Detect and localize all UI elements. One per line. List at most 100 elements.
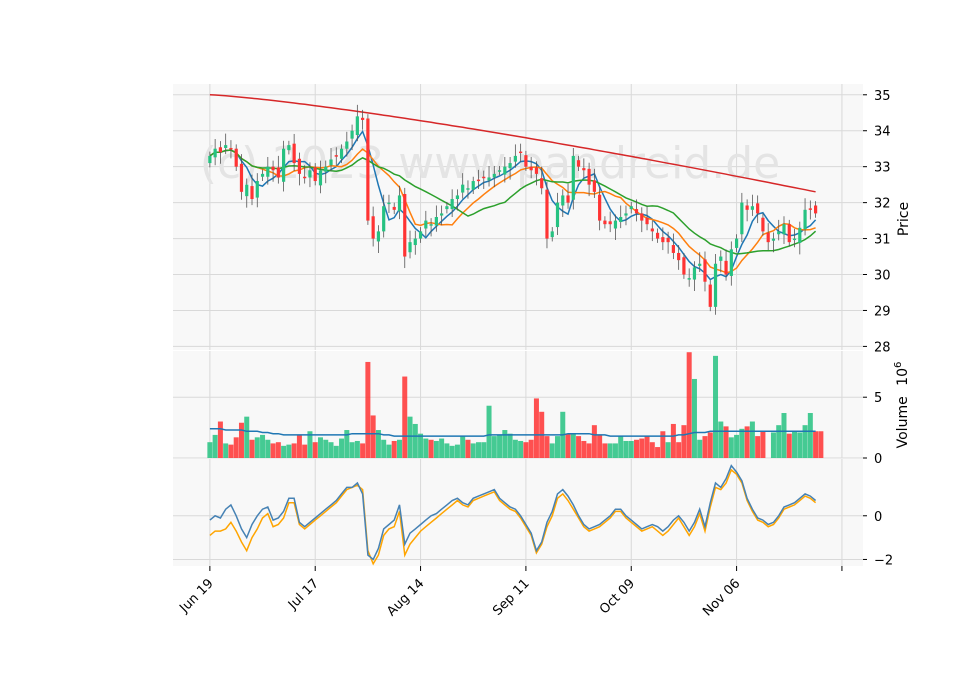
volume-bar: [586, 443, 592, 458]
volume-bar: [639, 438, 645, 458]
volume-bar: [212, 434, 218, 458]
candle-body: [461, 184, 465, 193]
volume-bar: [470, 443, 476, 458]
candle-body: [355, 116, 359, 136]
volume-bar: [433, 440, 439, 458]
candle-body: [234, 148, 238, 167]
candle-body: [524, 155, 528, 167]
volume-bar: [518, 440, 524, 458]
candle-body: [566, 195, 570, 203]
volume-bar: [328, 442, 334, 458]
volume-bar: [533, 398, 539, 458]
candle-body: [582, 168, 586, 171]
volume-bar: [228, 444, 234, 458]
candle-body: [813, 205, 818, 214]
candle-body: [245, 184, 249, 197]
ma-long-line: [209, 94, 816, 193]
candle-body: [655, 232, 660, 239]
volume-bar: [818, 431, 824, 458]
price-panel-background: [173, 84, 863, 350]
volume-bar: [349, 442, 355, 458]
volume-bar: [291, 443, 297, 458]
volume-bar: [744, 426, 750, 458]
candle-body: [634, 209, 639, 214]
volume-bar: [749, 421, 755, 458]
volume-bar: [623, 440, 629, 458]
volume-bar: [691, 378, 697, 458]
y-tick-label: 33: [874, 161, 891, 176]
candle-body: [550, 231, 554, 238]
volume-bar: [507, 433, 513, 458]
volume-bar: [649, 442, 655, 458]
candle-body: [318, 170, 323, 186]
candle-body: [766, 232, 770, 243]
volume-bar: [802, 425, 808, 458]
volume-bar: [249, 439, 255, 458]
oscillator-lines: [209, 464, 817, 566]
volume-bar: [312, 442, 318, 458]
volume-bar: [555, 436, 561, 458]
candle-body: [661, 237, 665, 243]
volume-bar: [344, 430, 350, 458]
candle-body: [213, 148, 217, 158]
volume-bar: [281, 445, 287, 458]
candle-body: [271, 166, 275, 171]
candle-body: [313, 167, 317, 182]
volume-bar: [734, 434, 740, 458]
candle-body: [782, 224, 786, 235]
candle-body: [392, 206, 396, 210]
candle-body: [497, 170, 502, 172]
candlesticks: [208, 104, 818, 315]
candle-body: [397, 195, 402, 212]
volume-panel: 05 Volume 106: [173, 351, 911, 467]
candle-body: [777, 231, 781, 235]
candle-body: [677, 252, 681, 261]
candle-body: [798, 227, 802, 243]
candle-body: [519, 151, 523, 154]
volume-bar: [339, 438, 345, 458]
volume-bar: [670, 423, 676, 458]
volume-bar: [565, 433, 571, 458]
candle-body: [445, 206, 449, 210]
volume-bar: [612, 443, 618, 458]
candle-body: [740, 202, 744, 235]
y-tick-label: −2: [874, 553, 893, 568]
volume-bar: [449, 445, 455, 458]
candle-body: [545, 189, 549, 239]
volume-bar: [512, 439, 518, 458]
volume-bar: [628, 440, 634, 458]
volume-bar: [391, 440, 397, 458]
x-tick-label: Nov 06: [700, 576, 743, 619]
volume-bar: [665, 442, 671, 458]
candle-body: [750, 206, 754, 210]
volume-bar: [207, 442, 213, 458]
y-tick-label: 32: [874, 197, 891, 212]
price-axis-label: Price: [896, 202, 912, 236]
volume-bar: [370, 415, 376, 458]
candle-body: [561, 195, 565, 206]
candle-body: [513, 155, 517, 162]
volume-bar: [607, 443, 613, 458]
candle-body: [282, 148, 286, 182]
candle-body: [266, 166, 270, 177]
volume-bar: [217, 421, 223, 458]
candle-body: [745, 205, 749, 210]
y-tick-label: 31: [874, 233, 891, 248]
volume-bar: [602, 443, 608, 458]
candle-body: [808, 208, 812, 210]
volume-bar: [707, 432, 713, 458]
candle-body: [345, 141, 349, 149]
candle-body: [687, 278, 691, 280]
candle-body: [334, 155, 338, 157]
volume-bar: [296, 434, 302, 458]
volume-bar: [354, 440, 360, 458]
volume-moving-average: [209, 428, 816, 437]
volume-bar: [634, 439, 640, 458]
candle-body: [508, 163, 512, 169]
volume-bar: [528, 439, 534, 458]
volume-ma-line: [209, 428, 816, 437]
candle-body: [698, 263, 702, 266]
candle-body: [429, 224, 433, 226]
volume-bar: [418, 433, 424, 458]
volume-bar: [444, 443, 450, 458]
